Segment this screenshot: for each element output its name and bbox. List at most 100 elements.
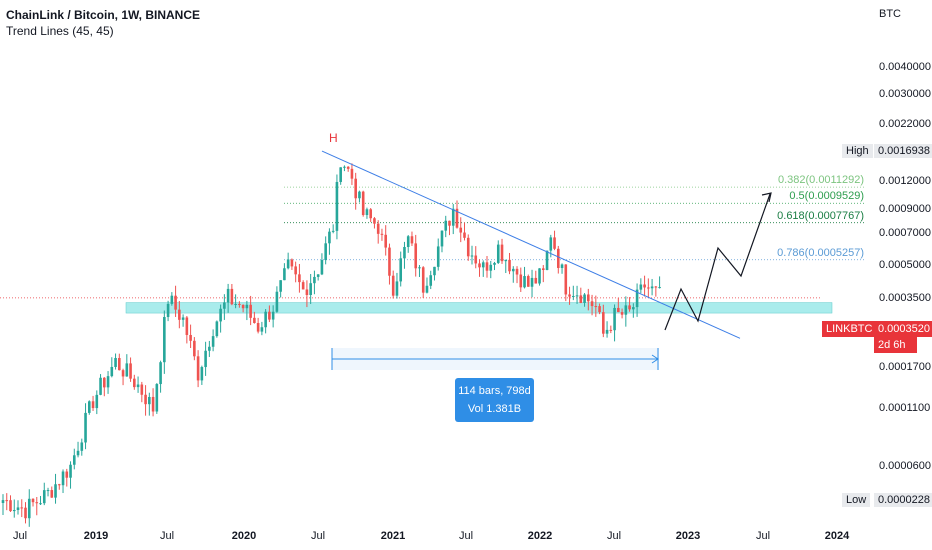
candle-body (84, 412, 87, 443)
candle-body (103, 377, 106, 388)
y-tick-label-12: 0.0000600 (879, 460, 931, 472)
candle-body (114, 358, 117, 367)
candle-body (455, 208, 459, 228)
candle-body (283, 268, 286, 281)
candle-body (553, 237, 556, 249)
candle-body (564, 264, 568, 295)
candle-body (320, 260, 324, 275)
measure-label: 114 bars, 798d Vol 1.381B (455, 378, 534, 422)
candle-body (61, 471, 65, 486)
candle-body (264, 311, 267, 328)
candle-body (343, 166, 346, 168)
candle-body (155, 384, 159, 412)
support-zone (125, 302, 833, 314)
candle-body (20, 507, 24, 509)
candle-body (163, 317, 166, 363)
x-tick-label-2: Jul (159, 530, 175, 542)
candle-body (185, 317, 189, 335)
candle-body (106, 376, 110, 388)
candle-body (39, 503, 42, 505)
x-tick-label-1: 2019 (83, 530, 109, 542)
candle-body (80, 442, 84, 451)
x-tick-label-5: 2021 (380, 530, 406, 542)
candle-body (429, 275, 433, 286)
candle-body (504, 259, 508, 262)
low-label: Low (842, 493, 871, 507)
fib-label-2: 0.618(0.0007767) (777, 209, 864, 222)
candle-body (594, 306, 598, 308)
candle-body (294, 266, 297, 275)
y-tick-label-2: 0.0022000 (879, 117, 931, 130)
candle-body (223, 302, 226, 309)
candle-body (121, 370, 125, 377)
candle-body (440, 230, 444, 247)
candle-body (399, 258, 403, 282)
candle-body (335, 181, 339, 231)
y-tick-label-6: 0.0007000 (879, 226, 931, 239)
candle-body (617, 307, 620, 313)
candle-body (260, 327, 264, 332)
candle-body (365, 209, 369, 216)
candle-body (54, 484, 57, 498)
measure-arrowhead (651, 354, 659, 364)
candle-body (193, 340, 196, 357)
candle-body (12, 509, 16, 512)
candle-body (620, 312, 624, 315)
candle-body (234, 303, 237, 305)
candle-body (316, 274, 320, 277)
y-tick-label-11: 0.0001100 (879, 402, 931, 415)
candle-body (376, 223, 380, 234)
projection-path (664, 193, 771, 331)
candle-body (339, 167, 342, 182)
candle-body (46, 490, 50, 492)
candle-body (136, 384, 140, 388)
candle-body (144, 394, 147, 405)
candle-body (245, 304, 249, 309)
candle-body (602, 312, 605, 334)
candle-body (354, 178, 357, 199)
x-tick-label-4: Jul (310, 530, 326, 542)
candle-body (76, 450, 80, 456)
candle-body (1, 500, 5, 503)
candle-body (69, 464, 72, 478)
candle-body (605, 329, 609, 334)
candle-body (635, 289, 639, 308)
candle-body (391, 275, 395, 296)
candle-body (433, 266, 436, 276)
candle-body (628, 305, 631, 310)
candle-body (508, 259, 511, 272)
candle-body (275, 291, 279, 312)
candle-body (181, 317, 185, 320)
candle-body (463, 232, 466, 238)
candle-body (519, 274, 523, 288)
candle-body (230, 288, 234, 305)
y-tick-label-7: 0.0005000 (879, 258, 931, 271)
candle-body (575, 295, 579, 297)
y-tick-label-1: 0.0030000 (879, 88, 931, 101)
candle-body (309, 283, 312, 296)
candle-body (474, 255, 478, 264)
candle-body (444, 220, 448, 231)
indicator-label: Trend Lines (45, 45) (6, 24, 114, 38)
chart-title: ChainLink / Bitcoin, 1W, BINANCE (6, 8, 201, 22)
candle-body (24, 507, 27, 519)
candle-body (313, 276, 316, 284)
measure-volume: Vol 1.381B (467, 403, 522, 415)
candle-body (87, 401, 91, 413)
candle-body (27, 498, 31, 519)
x-tick-label-6: Jul (458, 530, 474, 542)
candle-body (639, 284, 643, 290)
candle-body (133, 378, 136, 388)
candle-body (481, 262, 485, 268)
candle-body (647, 287, 650, 289)
candle-body (395, 281, 399, 296)
candle-body (226, 288, 230, 303)
candle-body (324, 243, 327, 261)
candle-body (624, 305, 628, 315)
countdown-tag: 2d 6h (874, 337, 917, 353)
candle-body (253, 317, 256, 324)
candle-body (560, 264, 564, 268)
candle-body (568, 294, 571, 297)
fib-label-1: 0.5(0.0009529) (789, 190, 864, 203)
